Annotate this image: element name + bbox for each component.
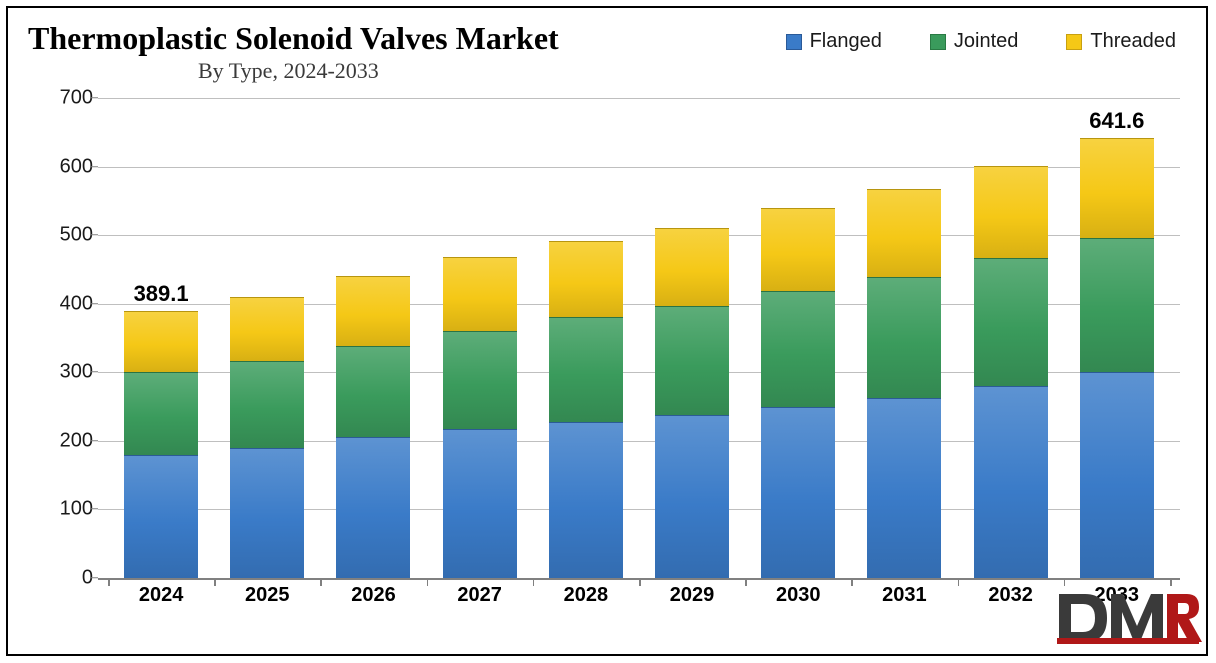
legend-label-threaded: Threaded [1090,30,1176,53]
x-tick-label: 2028 [549,584,623,607]
bar-segment-flanged [336,437,410,578]
bar-segment-threaded [867,189,941,277]
bar-segment-jointed [974,258,1048,386]
bar-segment-threaded [443,257,517,331]
bar-segment-threaded [230,297,304,361]
bar-segment-flanged [761,407,835,578]
bar-group [230,297,304,578]
bar-group [443,257,517,578]
legend: Flanged Jointed Threaded [786,30,1176,53]
x-tick-label: 2026 [336,584,410,607]
bar-segment-flanged [867,398,941,578]
plot-area: 389.1 641.6 [98,98,1180,578]
bar-segment-flanged [230,448,304,578]
bar-group: 641.6 [1080,138,1154,578]
bar-segment-flanged [124,455,198,578]
legend-item-flanged: Flanged [786,30,882,53]
y-tick [90,577,98,578]
bar-segment-flanged [1080,372,1154,578]
y-tick [90,372,98,373]
y-tick-label: 600 [38,155,93,178]
bar-segment-jointed [867,277,941,398]
y-tick-label: 700 [38,87,93,110]
y-tick [90,303,98,304]
bars-container: 389.1 641.6 [98,98,1180,578]
legend-swatch-jointed [930,34,946,50]
bar-segment-jointed [1080,238,1154,372]
bar-segment-threaded [655,228,729,307]
bar-segment-threaded [124,311,198,372]
y-tick [90,234,98,235]
bar-group [655,228,729,578]
bar-group [867,189,941,578]
chart-subtitle: By Type, 2024-2033 [198,58,379,84]
bar-segment-flanged [655,415,729,578]
legend-label-jointed: Jointed [954,30,1019,53]
brand-logo [1057,582,1202,652]
y-tick [90,509,98,510]
y-tick-label: 0 [38,567,93,590]
bar-total-label: 389.1 [134,281,189,307]
bar-segment-jointed [549,317,623,421]
bar-segment-flanged [443,429,517,578]
bar-total-label: 641.6 [1089,108,1144,134]
bar-segment-flanged [974,386,1048,578]
bar-group [761,208,835,578]
y-tick-label: 400 [38,292,93,315]
bar-segment-jointed [443,331,517,428]
y-tick-label: 300 [38,361,93,384]
bar-group [336,276,410,578]
bar-segment-threaded [336,276,410,345]
y-tick-label: 500 [38,224,93,247]
y-axis: 0100200300400500600700 [38,98,93,578]
bar-group [549,241,623,578]
bar-segment-threaded [549,241,623,318]
bar-segment-jointed [655,306,729,414]
chart-title: Thermoplastic Solenoid Valves Market [28,20,559,57]
y-tick [90,440,98,441]
y-tick [90,97,98,98]
bar-group [974,166,1048,578]
y-tick-label: 100 [38,498,93,521]
bar-segment-jointed [124,372,198,454]
bar-segment-jointed [761,291,835,406]
x-tick-label: 2027 [443,584,517,607]
x-tick-label: 2029 [655,584,729,607]
chart-frame: Thermoplastic Solenoid Valves Market By … [6,6,1208,656]
y-tick [90,166,98,167]
bar-group: 389.1 [124,311,198,578]
legend-swatch-threaded [1066,34,1082,50]
bar-segment-threaded [761,208,835,292]
x-tick-label: 2025 [230,584,304,607]
legend-label-flanged: Flanged [810,30,882,53]
y-tick-label: 200 [38,429,93,452]
bar-segment-threaded [974,166,1048,259]
bar-segment-jointed [230,361,304,447]
bar-segment-threaded [1080,138,1154,237]
legend-item-threaded: Threaded [1066,30,1176,53]
x-axis-line [98,578,1180,580]
x-tick-label: 2024 [124,584,198,607]
bar-segment-flanged [549,422,623,578]
x-tick-label: 2032 [974,584,1048,607]
x-tick-label: 2030 [761,584,835,607]
x-tick-label: 2031 [867,584,941,607]
x-axis-labels: 2024202520262027202820292030203120322033 [98,584,1180,607]
legend-swatch-flanged [786,34,802,50]
bar-segment-jointed [336,346,410,438]
legend-item-jointed: Jointed [930,30,1019,53]
